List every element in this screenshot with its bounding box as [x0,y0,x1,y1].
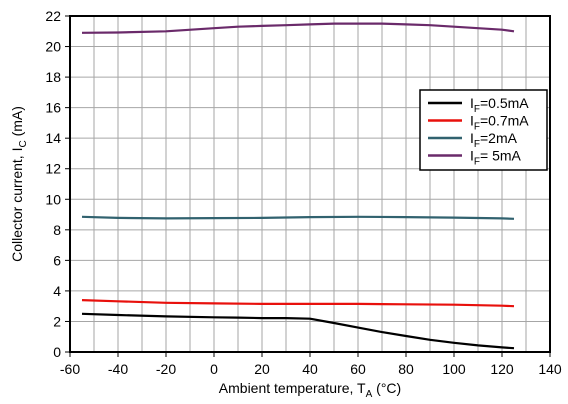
x-tick-label: 80 [398,361,414,377]
y-tick-label: 8 [53,222,61,238]
series-line-4 [81,22,515,34]
legend-label-3: IF=2mA [470,130,518,150]
x-tick-label: 100 [442,361,466,377]
y-tick-label: 12 [45,161,61,177]
series-lines [81,22,515,350]
axis-ticks: -60 -40 -20 0 20 40 60 80 100 120 140 0 2 4 6 8 10 12 14 16… [45,8,561,377]
series-line-2 [81,299,515,308]
series-line-3 [81,215,515,220]
x-tick-label: -60 [60,361,80,377]
y-tick-label: 10 [45,191,61,207]
x-tick-label: 40 [302,361,318,377]
legend-label-4: IF= 5mA [470,148,522,168]
y-axis-title: Collector current, IC (mA) [9,106,29,262]
y-tick-label: 16 [45,100,61,116]
legend-label-1: IF=0.5mA [470,95,529,115]
x-tick-label: 0 [210,361,218,377]
x-tick-label: 60 [350,361,366,377]
y-tick-label: 20 [45,39,61,55]
y-tick-label: 0 [53,344,61,360]
legend-label-2: IF=0.7mA [470,113,529,133]
x-tick-label: 120 [490,361,514,377]
x-tick-label: -40 [108,361,128,377]
y-tick-label: 14 [45,130,61,146]
x-tick-label: 20 [254,361,270,377]
x-tick-label: -20 [156,361,176,377]
y-tick-label: 6 [53,252,61,268]
x-axis-title: Ambient temperature, TA (°C) [219,380,401,400]
series-line-1 [81,312,515,350]
y-tick-label: 22 [45,8,61,24]
y-tick-label: 4 [53,283,61,299]
y-tick-label: 18 [45,69,61,85]
x-tick-label: 140 [538,361,562,377]
y-tick-label: 2 [53,313,61,329]
